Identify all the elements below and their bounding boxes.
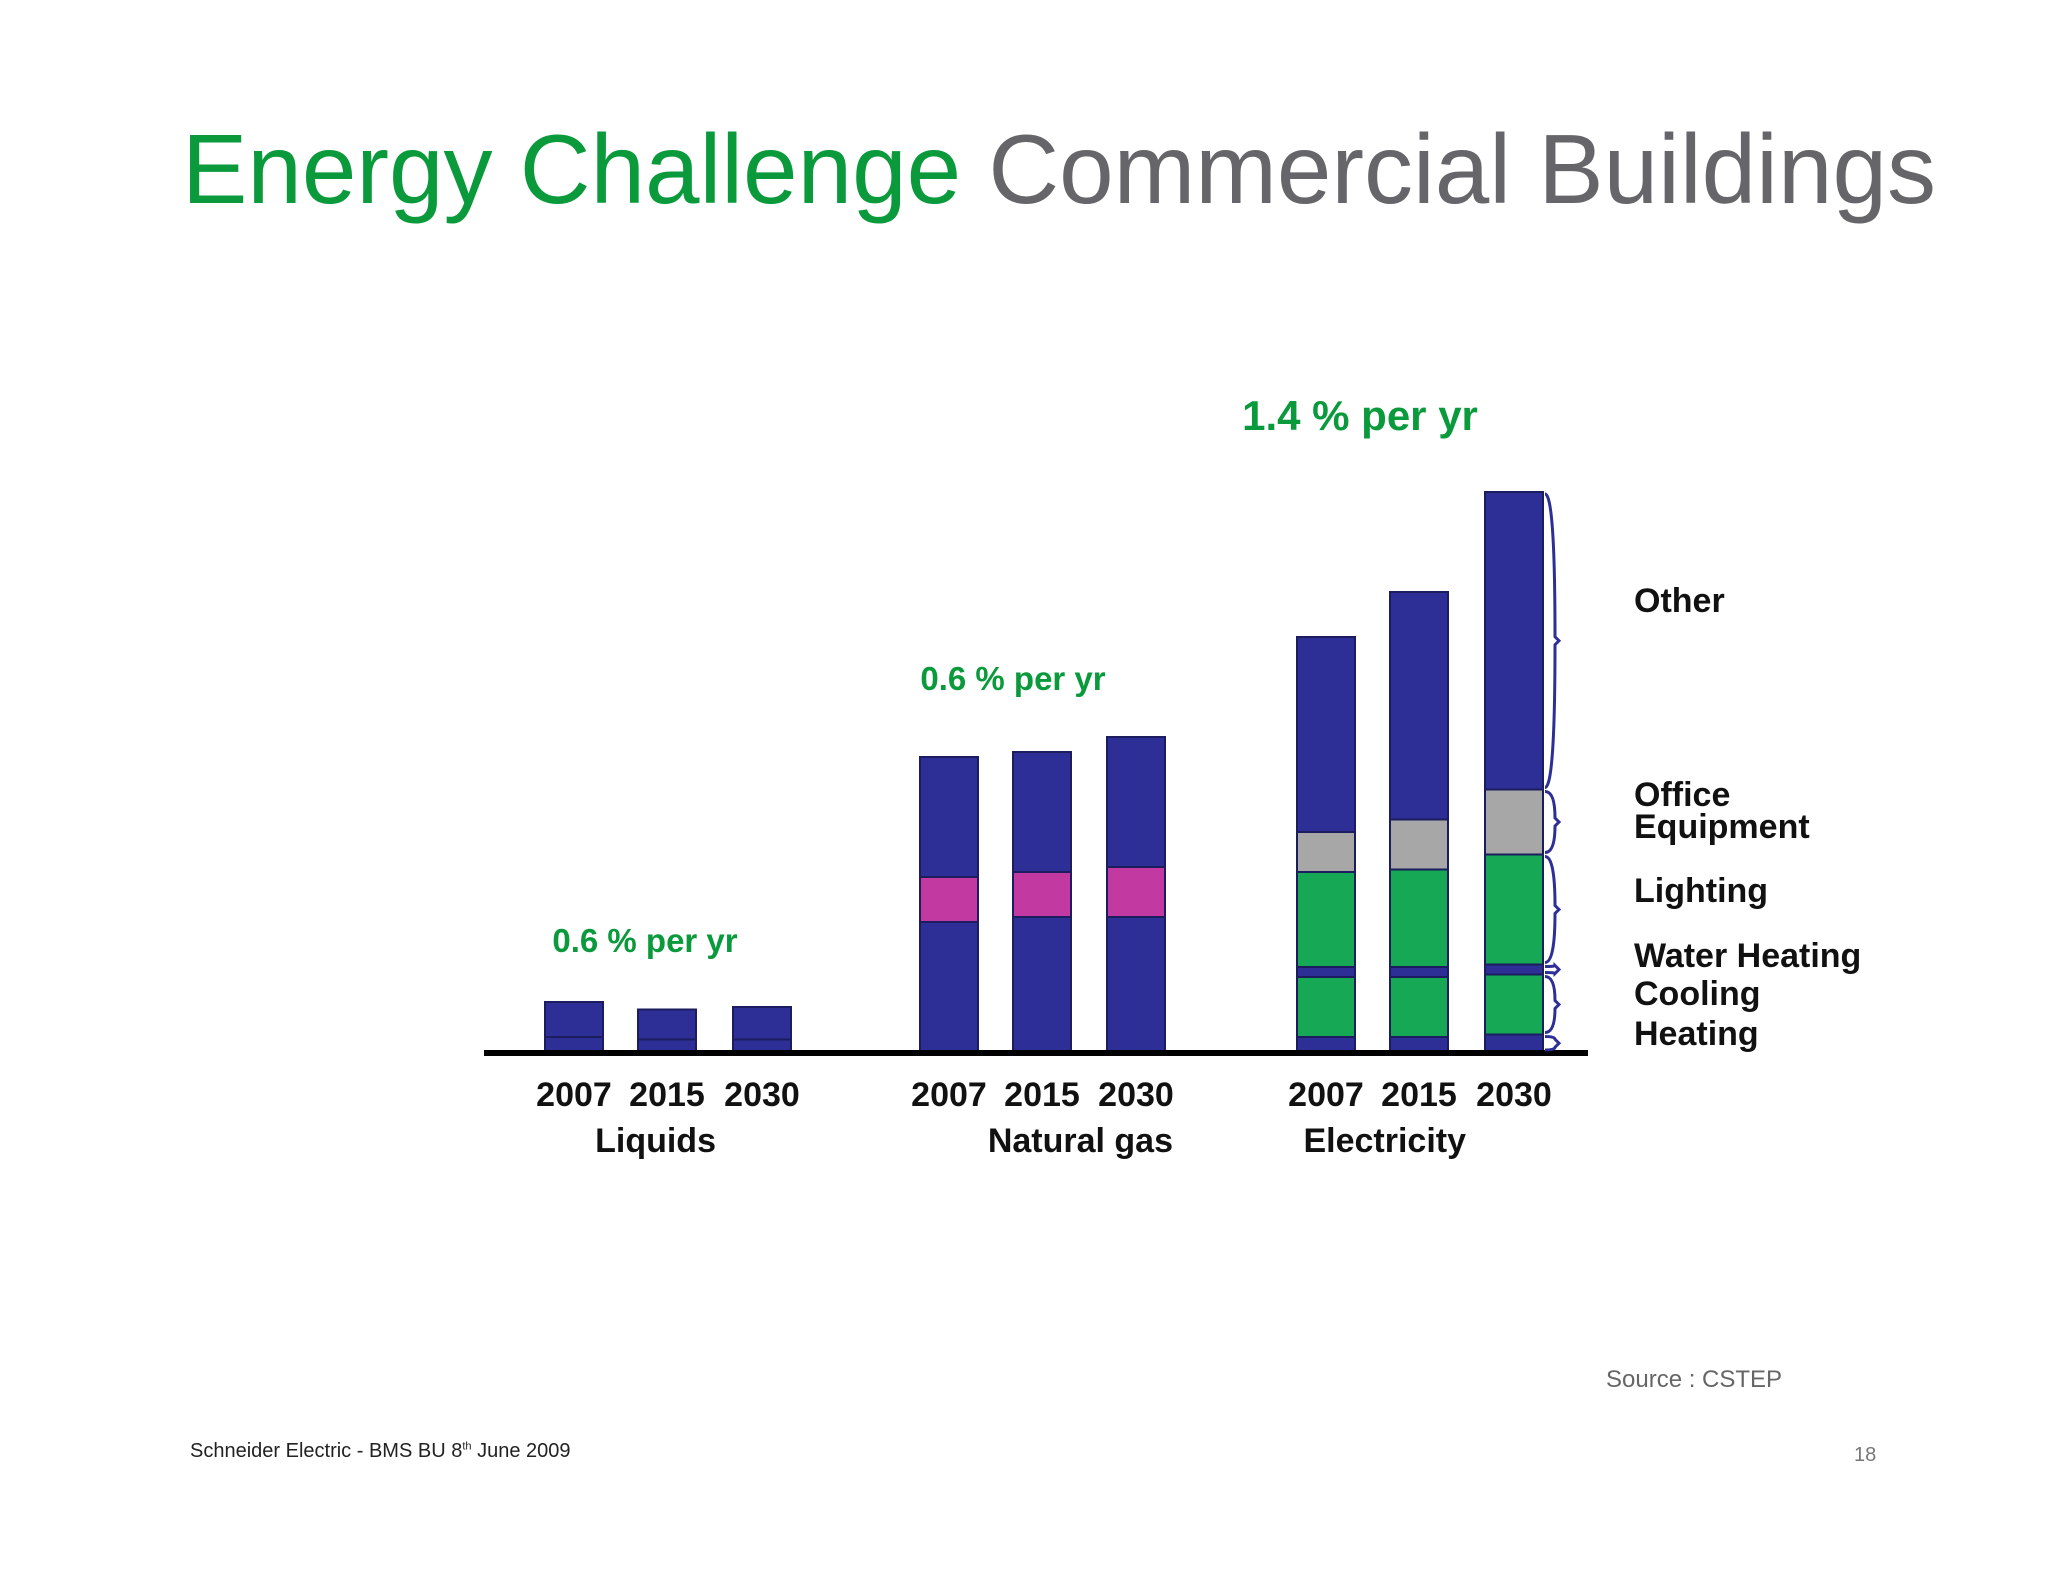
bracket-heating [1544,1035,1562,1052]
tick-label-natural-gas-2030: 2030 [1098,1076,1174,1114]
bar-natural-gas-2007-heating [919,921,979,1053]
tick-label-electricity-2015: 2015 [1381,1076,1457,1114]
source-note: Source : CSTEP [1606,1366,1783,1393]
title-gray-part: Commercial Buildings [988,114,1936,224]
bracket-office-equipment [1544,790,1562,854]
bar-electricity-2007-lighting [1296,871,1356,968]
tick-label-liquids-2015: 2015 [629,1076,705,1114]
footer-text: Schneider Electric - BMS BU 8th June 200… [190,1440,571,1463]
bar-electricity-2015-heating [1389,1036,1449,1053]
bar-electricity-2007-office-equipment [1296,831,1356,873]
bar-electricity-2007-heating [1296,1036,1356,1053]
bar-natural-gas-2030-water-heating [1106,866,1166,918]
bracket-other [1544,492,1562,789]
tick-label-liquids-2030: 2030 [724,1076,800,1114]
tick-label-electricity-2030: 2030 [1476,1076,1552,1114]
bar-electricity-2030-other [1484,491,1544,791]
tick-label-natural-gas-2015: 2015 [1004,1076,1080,1114]
growth-label-liquids: 0.6 % per yr [552,922,737,959]
bar-electricity-2007-cooling [1296,976,1356,1038]
bar-natural-gas-2015-water-heating [1012,871,1072,918]
bar-electricity-2030-lighting [1484,853,1544,966]
category-label-liquids: Liquids [595,1122,716,1160]
bar-electricity-2015-lighting [1389,868,1449,968]
page-number: 18 [1854,1444,1877,1466]
legend-other: Other [1634,582,1725,620]
bar-natural-gas-2007-other [919,756,979,878]
bracket-water-heating [1544,961,1562,978]
bar-natural-gas-2015-heating [1012,916,1072,1053]
bar-natural-gas-2007-water-heating [919,876,979,923]
category-label-electricity: Electricity [1303,1122,1466,1160]
bar-electricity-2007-water-heating [1296,966,1356,978]
growth-label-electricity: 1.4 % per yr [1242,392,1478,439]
growth-label-natural-gas: 0.6 % per yr [920,660,1105,697]
legend-heating: Heating [1634,1015,1759,1053]
bar-electricity-2015-other [1389,591,1449,821]
bar-liquids-2007-other [544,1001,604,1038]
bar-liquids-2007-heating [544,1036,604,1053]
title-green-part: Energy Challenge [182,114,962,224]
footer-suffix: June 2009 [471,1440,571,1462]
footer-sup: th [462,1440,472,1453]
bar-liquids-2015-other [637,1008,697,1041]
legend-lighting: Lighting [1634,872,1768,910]
bar-natural-gas-2030-other [1106,736,1166,868]
bar-electricity-2015-office-equipment [1389,818,1449,871]
tick-label-electricity-2007: 2007 [1288,1076,1364,1114]
tick-label-liquids-2007: 2007 [536,1076,612,1114]
bar-natural-gas-2030-heating [1106,916,1166,1053]
bar-electricity-2015-cooling [1389,976,1449,1038]
legend-cooling: Cooling [1634,975,1761,1013]
bar-electricity-2015-water-heating [1389,966,1449,978]
bar-liquids-2030-other [732,1006,792,1041]
legend-office-equipment-line-2: Equipment [1634,808,1810,846]
bar-electricity-2007-other [1296,636,1356,833]
page-title: Energy Challenge Commercial Buildings [182,120,1936,218]
tick-label-natural-gas-2007: 2007 [911,1076,987,1114]
category-label-natural-gas: Natural gas [988,1122,1173,1160]
bar-electricity-2030-heating [1484,1033,1544,1053]
bracket-cooling [1544,975,1562,1034]
bar-electricity-2030-cooling [1484,973,1544,1036]
bar-electricity-2030-office-equipment [1484,788,1544,856]
bracket-lighting [1544,855,1562,964]
bar-natural-gas-2015-other [1012,751,1072,873]
bar-electricity-2030-water-heating [1484,963,1544,976]
footer-prefix: Schneider Electric - BMS BU 8 [190,1440,463,1462]
legend-water-heating: Water Heating [1634,937,1861,975]
legend-office-equipment-line-1: Office [1634,776,1730,814]
